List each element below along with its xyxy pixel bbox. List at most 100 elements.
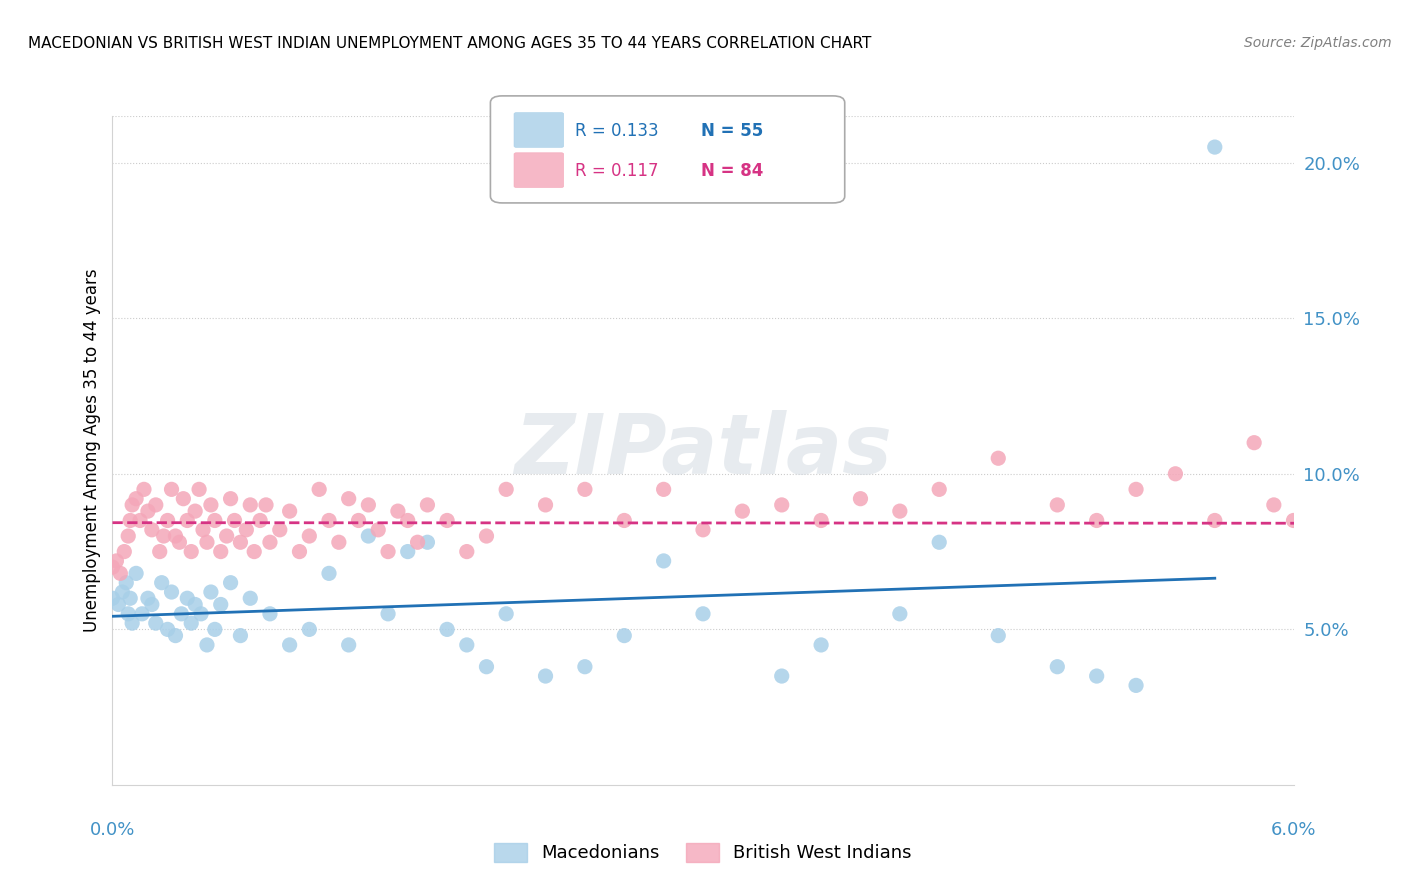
Point <box>200 498 222 512</box>
Point <box>110 566 132 581</box>
Point <box>101 591 124 606</box>
Point <box>613 629 636 643</box>
Point <box>224 513 246 527</box>
Point <box>160 483 183 497</box>
Point <box>1085 513 1108 527</box>
Point <box>259 607 281 621</box>
Point <box>1263 498 1285 512</box>
Point <box>1341 513 1364 527</box>
Point <box>136 504 159 518</box>
Point <box>160 585 183 599</box>
Point <box>731 504 754 518</box>
Point <box>176 513 198 527</box>
Point <box>770 498 793 512</box>
Point <box>239 498 262 512</box>
Point <box>209 544 232 558</box>
Point <box>298 623 321 637</box>
Point <box>172 491 194 506</box>
Point <box>652 483 675 497</box>
Point <box>318 566 340 581</box>
Point <box>120 591 142 606</box>
Point <box>152 529 174 543</box>
Point <box>191 523 214 537</box>
Point <box>180 544 202 558</box>
Text: MACEDONIAN VS BRITISH WEST INDIAN UNEMPLOYMENT AMONG AGES 35 TO 44 YEARS CORRELA: MACEDONIAN VS BRITISH WEST INDIAN UNEMPL… <box>28 36 872 51</box>
Point <box>367 523 389 537</box>
Point <box>190 607 212 621</box>
Point <box>416 498 439 512</box>
Point <box>889 607 911 621</box>
Point <box>229 535 252 549</box>
Point <box>165 629 187 643</box>
Point <box>396 544 419 558</box>
Point <box>184 504 207 518</box>
Point <box>278 638 301 652</box>
Point <box>243 544 266 558</box>
Y-axis label: Unemployment Among Ages 35 to 44 years: Unemployment Among Ages 35 to 44 years <box>83 268 101 632</box>
Point <box>259 535 281 549</box>
Point <box>387 504 409 518</box>
Point <box>1282 513 1305 527</box>
Point <box>141 598 163 612</box>
Point <box>107 598 129 612</box>
Text: R = 0.133: R = 0.133 <box>575 121 659 140</box>
Point <box>145 616 167 631</box>
Point <box>165 529 187 543</box>
Point <box>180 616 202 631</box>
Point <box>1164 467 1187 481</box>
Point <box>239 591 262 606</box>
FancyBboxPatch shape <box>515 112 564 147</box>
Point <box>219 491 242 506</box>
Point <box>105 554 128 568</box>
Point <box>337 491 360 506</box>
Point <box>170 607 193 621</box>
Point <box>347 513 370 527</box>
Point <box>125 566 148 581</box>
Point <box>1125 678 1147 692</box>
Point <box>121 498 143 512</box>
Point <box>613 513 636 527</box>
Text: N = 84: N = 84 <box>700 161 763 180</box>
Point <box>810 513 832 527</box>
Point <box>456 544 478 558</box>
Point <box>1243 435 1265 450</box>
Point <box>101 560 124 574</box>
Point <box>209 598 232 612</box>
Point <box>111 585 134 599</box>
Point <box>150 575 173 590</box>
Point <box>987 629 1010 643</box>
Point <box>269 523 291 537</box>
Point <box>396 513 419 527</box>
Point <box>495 607 517 621</box>
Point <box>928 483 950 497</box>
Point <box>235 523 257 537</box>
Point <box>436 623 458 637</box>
Point <box>184 598 207 612</box>
Point <box>176 591 198 606</box>
Point <box>652 554 675 568</box>
Text: R = 0.117: R = 0.117 <box>575 161 659 180</box>
Point <box>115 575 138 590</box>
Point <box>692 523 714 537</box>
Point <box>156 623 179 637</box>
Point <box>145 498 167 512</box>
Point <box>416 535 439 549</box>
Point <box>1204 140 1226 154</box>
Point <box>121 616 143 631</box>
Point <box>377 607 399 621</box>
Point <box>149 544 172 558</box>
Point <box>1204 513 1226 527</box>
Point <box>849 491 872 506</box>
Point <box>117 607 139 621</box>
Point <box>770 669 793 683</box>
Point <box>254 498 277 512</box>
Point <box>475 529 498 543</box>
FancyBboxPatch shape <box>515 153 564 187</box>
Text: N = 55: N = 55 <box>700 121 763 140</box>
Text: 6.0%: 6.0% <box>1271 821 1316 838</box>
Point <box>456 638 478 652</box>
Point <box>475 659 498 673</box>
Text: Source: ZipAtlas.com: Source: ZipAtlas.com <box>1244 36 1392 50</box>
Point <box>1381 529 1403 543</box>
Point <box>132 483 155 497</box>
